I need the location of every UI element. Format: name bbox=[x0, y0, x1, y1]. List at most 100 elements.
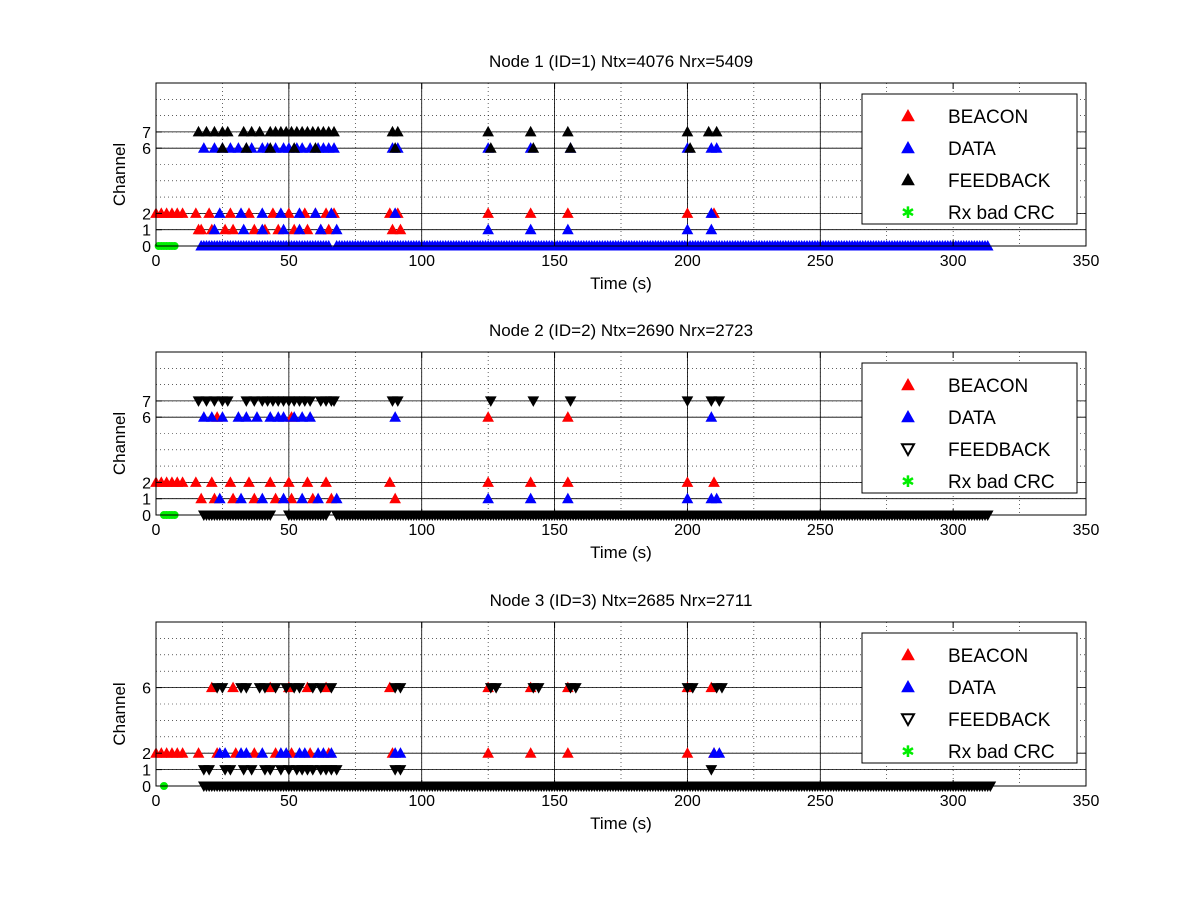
legend: BEACON DATA FEEDBACK ✱ Rx bad CRC bbox=[861, 632, 1078, 764]
point-feedback bbox=[221, 125, 234, 137]
legend-marker-feedback bbox=[901, 172, 915, 186]
point-feedback bbox=[681, 396, 694, 407]
axes-frame bbox=[155, 351, 1087, 516]
point-feedback bbox=[306, 683, 319, 694]
point-feedback bbox=[562, 125, 574, 137]
point-data bbox=[216, 411, 229, 422]
point-beacon bbox=[269, 492, 282, 504]
point-data bbox=[240, 747, 253, 758]
y-tick-label: 7 bbox=[142, 125, 151, 142]
legend-label-beacon: BEACON bbox=[948, 107, 1028, 128]
y-tick-label: 1 bbox=[142, 492, 151, 509]
x-tick-label: 300 bbox=[940, 253, 967, 270]
point-feedback bbox=[394, 683, 407, 694]
point-beacon bbox=[322, 223, 335, 235]
point-feedback bbox=[686, 683, 699, 694]
point-feedback bbox=[245, 125, 258, 137]
point-feedback bbox=[705, 396, 718, 407]
point-feedback bbox=[248, 396, 261, 407]
point-feedback bbox=[224, 765, 237, 776]
point-beacon bbox=[301, 223, 314, 235]
legend-star-marker: ✱ bbox=[901, 474, 914, 491]
point-data bbox=[288, 411, 301, 422]
point-data bbox=[208, 223, 221, 235]
y-tick-label: 6 bbox=[142, 141, 151, 158]
x-tick-label: 0 bbox=[152, 522, 161, 539]
point-data bbox=[710, 492, 723, 504]
subplot-title: Node 1 (ID=1) Ntx=4076 Nrx=5409 bbox=[489, 52, 753, 71]
point-feedback bbox=[240, 683, 253, 694]
legend-label-data: DATA bbox=[948, 408, 996, 429]
x-axis-label: Time (s) bbox=[590, 814, 652, 833]
x-tick-label: 100 bbox=[408, 253, 435, 270]
point-feedback bbox=[304, 396, 316, 407]
point-beacon bbox=[708, 476, 720, 487]
point-feedback bbox=[684, 142, 696, 153]
legend-marker-data bbox=[901, 409, 915, 423]
point-data bbox=[232, 411, 245, 422]
point-beacon bbox=[562, 747, 574, 758]
legend-marker-beacon bbox=[901, 108, 915, 122]
point-data bbox=[296, 142, 308, 153]
x-tick-label: 300 bbox=[940, 522, 967, 539]
x-tick-label: 150 bbox=[541, 793, 568, 810]
point-feedback bbox=[527, 142, 540, 153]
point-feedback bbox=[391, 396, 404, 407]
y-tick-label: 6 bbox=[142, 681, 151, 698]
point-data bbox=[705, 411, 718, 422]
point-feedback bbox=[325, 683, 338, 694]
y-axis-label: Channel bbox=[110, 143, 129, 206]
point-feedback bbox=[306, 765, 319, 776]
point-feedback bbox=[716, 683, 728, 694]
point-feedback bbox=[245, 765, 258, 776]
legend-label-feedback: FEEDBACK bbox=[948, 710, 1051, 731]
point-beacon bbox=[248, 747, 261, 758]
legend-label-rx-bad-crc: Rx bad CRC bbox=[948, 742, 1055, 763]
legend-box bbox=[861, 632, 1078, 764]
x-tick-label: 0 bbox=[152, 253, 161, 270]
x-tick-label: 200 bbox=[674, 253, 701, 270]
point-feedback bbox=[264, 142, 277, 153]
point-feedback bbox=[216, 683, 229, 694]
point-data bbox=[705, 223, 718, 235]
point-beacon bbox=[227, 492, 239, 504]
point-data bbox=[264, 411, 277, 422]
point-beacon bbox=[562, 207, 574, 218]
y-tick-label: 1 bbox=[142, 223, 151, 240]
point-feedback bbox=[309, 142, 322, 153]
point-beacon bbox=[482, 476, 494, 487]
point-data bbox=[296, 492, 308, 504]
point-beacon bbox=[524, 747, 537, 758]
y-tick-label: 2 bbox=[142, 475, 151, 492]
legend-label-beacon: BEACON bbox=[948, 376, 1028, 397]
x-tick-label: 150 bbox=[541, 522, 568, 539]
point-data bbox=[312, 492, 324, 504]
x-tick-label: 250 bbox=[807, 793, 834, 810]
point-data bbox=[482, 223, 494, 235]
subplot-2: 0 50 100 150 200 250 300 350 012 67 Node 2 (ID=2) … bbox=[110, 321, 1099, 562]
point-feedback bbox=[259, 683, 271, 694]
point-data bbox=[237, 223, 250, 235]
legend-label-feedback: FEEDBACK bbox=[948, 440, 1051, 461]
point-feedback bbox=[328, 396, 340, 407]
y-axis-label: Channel bbox=[110, 682, 129, 745]
axes-frame bbox=[155, 82, 1087, 247]
point-data bbox=[277, 492, 290, 504]
point-data bbox=[240, 411, 253, 422]
point-beacon bbox=[681, 207, 694, 218]
point-data bbox=[524, 223, 537, 235]
point-beacon bbox=[394, 223, 407, 235]
point-data bbox=[394, 747, 407, 758]
x-tick-label: 250 bbox=[807, 253, 834, 270]
point-beacon bbox=[383, 476, 396, 487]
legend-marker-beacon bbox=[901, 377, 915, 391]
legend-marker-data bbox=[901, 140, 915, 154]
point-feedback bbox=[200, 396, 213, 407]
point-data bbox=[213, 492, 226, 504]
point-data bbox=[710, 142, 723, 153]
point-data bbox=[280, 747, 293, 758]
point-data bbox=[293, 207, 306, 218]
point-data bbox=[524, 492, 537, 504]
point-beacon bbox=[224, 476, 237, 487]
